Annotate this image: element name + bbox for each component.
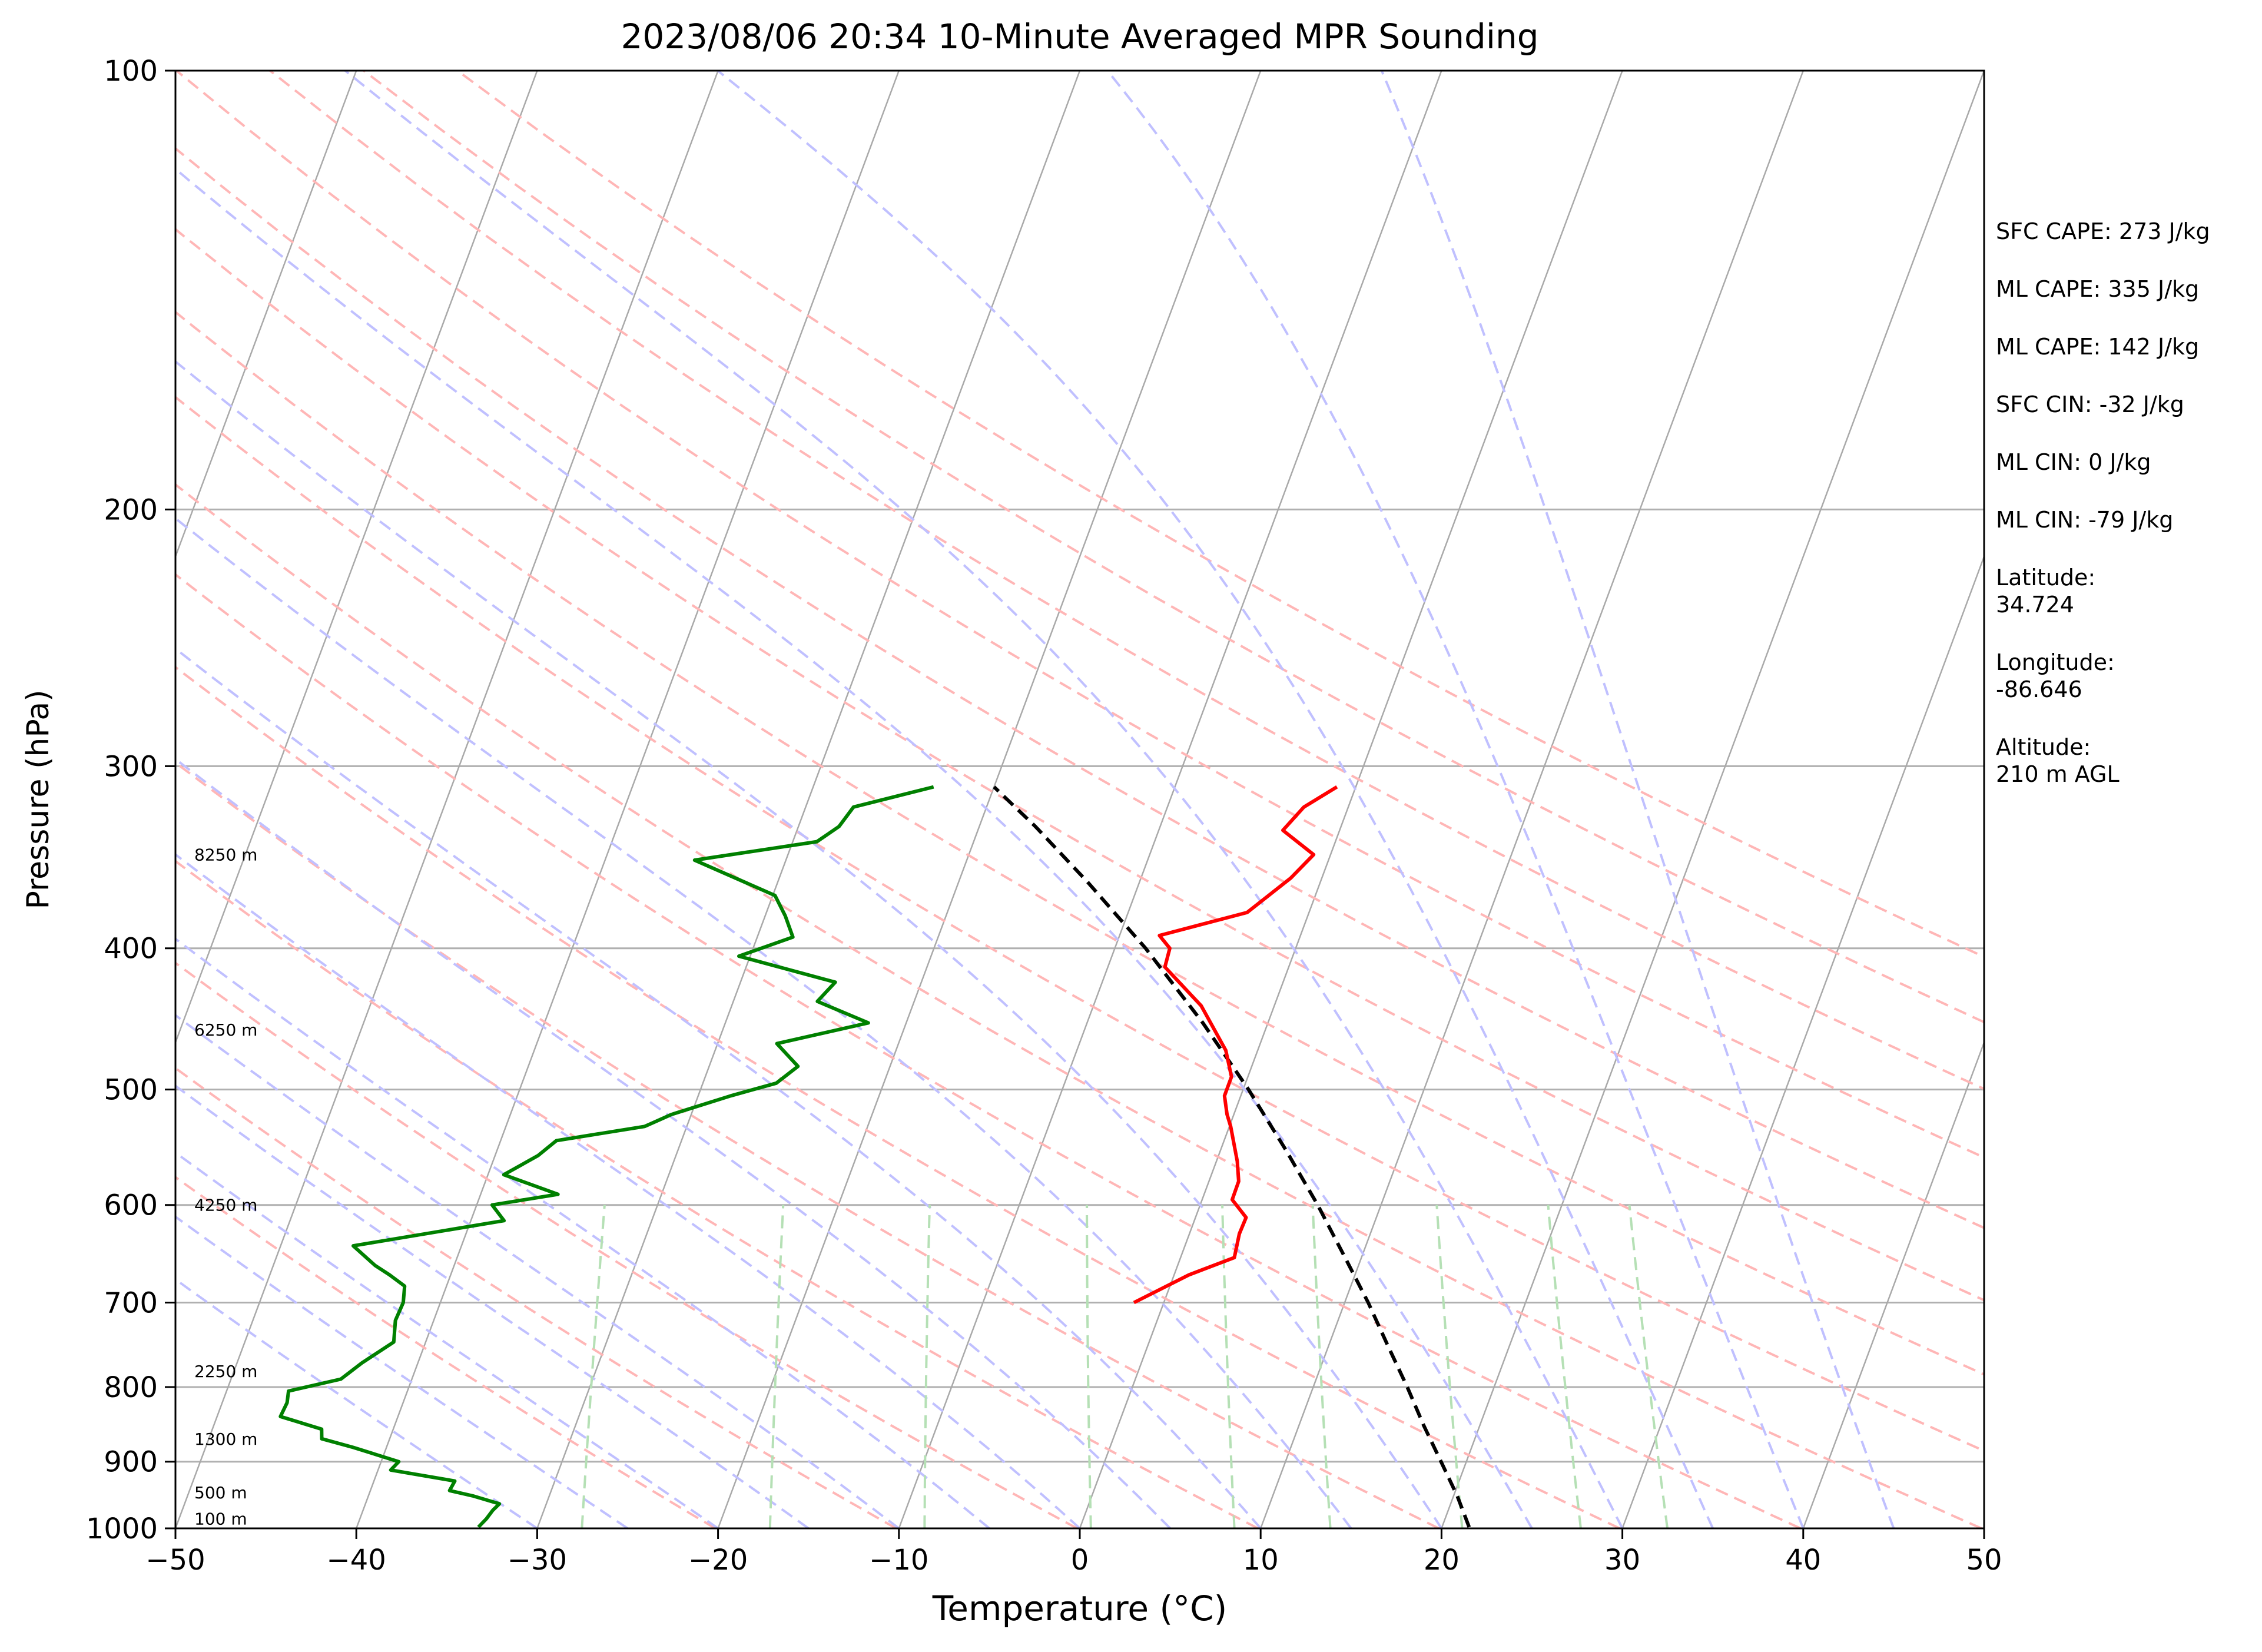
height-label: 8250 m — [194, 845, 257, 865]
mixing-ratio-line — [923, 1205, 931, 1528]
y-tick-label: 400 — [104, 933, 158, 966]
ml-cin-text-2: ML CIN: -79 J/kg — [1996, 507, 2174, 533]
moist-adiabat-line — [175, 360, 1443, 1528]
dry-adiabat-line — [175, 71, 1984, 1159]
isotherm-line — [1260, 71, 1804, 1528]
mixing-ratio-line — [1221, 1205, 1236, 1528]
y-tick-label: 800 — [104, 1371, 158, 1404]
moist-adiabat-line — [175, 1215, 629, 1528]
altitude-value: 210 m AGL — [1996, 761, 2120, 787]
altitude-label: Altitude: — [1996, 734, 2091, 760]
x-tick-label: 0 — [1071, 1544, 1089, 1577]
height-label: 1300 m — [194, 1429, 257, 1449]
dry-adiabat-line — [175, 395, 1984, 1452]
moist-adiabat-line — [175, 167, 1533, 1528]
x-tick-label: −50 — [145, 1544, 205, 1577]
x-tick-label: −30 — [508, 1544, 567, 1577]
x-tick-label: 50 — [1966, 1544, 2002, 1577]
latitude-value: 34.724 — [1996, 592, 2074, 618]
parcel-profile-line — [993, 785, 1471, 1528]
dry-adiabat-line — [269, 71, 1984, 1090]
y-axis-label: Pressure (hPa) — [21, 690, 56, 910]
x-tick-label: 30 — [1604, 1544, 1640, 1577]
x-tick-label: 20 — [1424, 1544, 1460, 1577]
dry-adiabat-line — [175, 483, 1982, 1528]
mixing-ratio-line — [581, 1205, 606, 1528]
sfc-cape-text: SFC CAPE: 273 J/kg — [1996, 218, 2210, 244]
ml-cape-text-2: ML CAPE: 142 J/kg — [1996, 334, 2200, 360]
isotherm-line — [1802, 1040, 1984, 1528]
x-axis-label: Temperature (°C) — [932, 1588, 1228, 1628]
dry-adiabat-line — [175, 665, 1620, 1528]
height-label: 4250 m — [194, 1196, 257, 1215]
moist-adiabat-line — [175, 516, 1352, 1528]
isotherm-line — [1621, 554, 1984, 1528]
dry-adiabat-line — [363, 71, 1984, 1024]
mixing-ratio-line — [1547, 1205, 1582, 1528]
temperature-profile-line — [1133, 785, 1338, 1305]
moist-adiabat-line — [717, 71, 1714, 1528]
latitude-label: Latitude: — [1996, 565, 2096, 591]
mixing-ratio-line — [1086, 1205, 1092, 1528]
x-tick-label: −10 — [869, 1544, 928, 1577]
y-tick-label: 500 — [104, 1074, 158, 1107]
mixing-ratio-line — [1435, 1205, 1464, 1528]
x-tick-label: 40 — [1785, 1544, 1821, 1577]
moist-adiabat-line — [175, 1278, 538, 1528]
dry-adiabat-line — [175, 227, 1984, 1302]
dry-adiabat-line — [175, 761, 1440, 1528]
y-tick-label: 1000 — [86, 1512, 158, 1545]
mixing-ratio-line — [768, 1205, 785, 1528]
height-label: 6250 m — [194, 1020, 257, 1040]
chart-title: 2023/08/06 20:34 10-Minute Averaged MPR … — [621, 16, 1538, 57]
sounding-info-panel: SFC CAPE: 273 J/kg ML CAPE: 335 J/kg ML … — [1996, 218, 2255, 788]
y-tick-label: 600 — [104, 1189, 158, 1222]
moist-adiabat-line — [175, 852, 1081, 1528]
isotherm-line — [898, 71, 1442, 1528]
moist-adiabat-line — [175, 757, 1172, 1528]
dewpoint-profile-line — [278, 785, 934, 1528]
sfc-cin-text: SFC CIN: -32 J/kg — [1996, 392, 2184, 417]
moist-adiabat-line — [344, 71, 1624, 1528]
height-label: 2250 m — [194, 1362, 257, 1381]
x-tick-label: 10 — [1243, 1544, 1279, 1577]
y-tick-label: 900 — [104, 1446, 158, 1479]
isotherm-line — [536, 71, 1081, 1528]
mixing-ratio-line — [1311, 1205, 1332, 1528]
moist-adiabat-line — [175, 1084, 810, 1528]
isotherm-line — [717, 71, 1262, 1528]
dry-adiabat-line — [175, 147, 1984, 1229]
moist-adiabat-line — [175, 1151, 719, 1528]
x-tick-label: −20 — [688, 1544, 748, 1577]
x-tick-label: −40 — [327, 1544, 386, 1577]
isotherm-line — [1441, 71, 1984, 1528]
moist-adiabat-line — [1106, 71, 1805, 1528]
height-label: 500 m — [194, 1483, 247, 1502]
longitude-value: -86.646 — [1996, 676, 2082, 702]
moist-adiabat-line — [175, 937, 990, 1528]
isotherm-line — [175, 71, 538, 1045]
dry-adiabat-line — [175, 1066, 897, 1528]
longitude-label: Longitude: — [1996, 649, 2115, 675]
height-label: 100 m — [194, 1510, 247, 1529]
mixing-ratio-line — [1628, 1205, 1669, 1528]
isotherm-line — [356, 71, 900, 1528]
y-tick-label: 200 — [104, 493, 158, 526]
ml-cape-text: ML CAPE: 335 J/kg — [1996, 276, 2200, 302]
dry-adiabat-line — [175, 961, 1078, 1528]
isotherm-line — [175, 71, 357, 559]
y-tick-label: 300 — [104, 750, 158, 783]
ml-cin-text: ML CIN: 0 J/kg — [1996, 449, 2151, 475]
y-tick-label: 100 — [104, 55, 158, 88]
y-tick-label: 700 — [104, 1286, 158, 1319]
moist-adiabat-line — [1380, 71, 1895, 1528]
isotherm-line — [175, 71, 719, 1528]
dry-adiabat-line — [175, 860, 1259, 1528]
dry-adiabat-line — [175, 573, 1802, 1528]
